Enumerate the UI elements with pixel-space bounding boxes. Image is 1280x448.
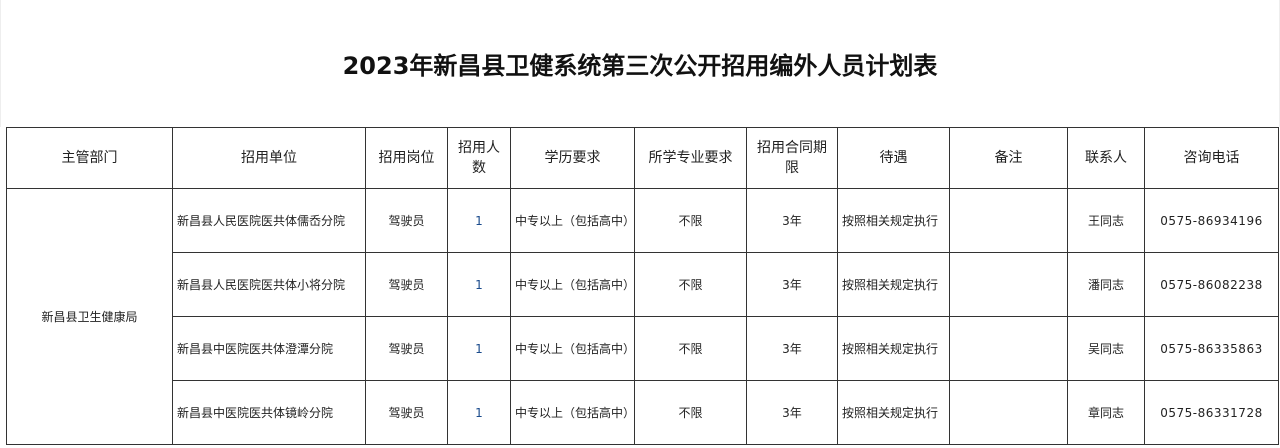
term-cell: 3年 [746, 252, 838, 317]
term-cell: 3年 [746, 380, 838, 445]
header-note: 备注 [949, 127, 1068, 189]
header-phone: 咨询电话 [1144, 127, 1279, 189]
unit-cell: 新昌县人民医院医共体儒岙分院 [172, 188, 366, 253]
header-pay: 待遇 [837, 127, 950, 189]
education-cell: 中专以上（包括高中） [510, 188, 635, 253]
count-cell: 1 [447, 380, 511, 445]
unit-cell: 新昌县人民医院医共体小将分院 [172, 252, 366, 317]
major-cell: 不限 [634, 316, 747, 381]
pay-cell: 按照相关规定执行 [837, 252, 950, 317]
education-cell: 中专以上（包括高中） [510, 316, 635, 381]
table-row: 新昌县人民医院医共体小将分院 驾驶员 1 中专以上（包括高中） 不限 3年 按照相关规定执行… [7, 252, 1279, 317]
post-cell: 驾驶员 [365, 188, 448, 253]
header-department: 主管部门 [6, 127, 173, 189]
page-title: 2023年新昌县卫健系统第三次公开招用编外人员计划表 [0, 0, 1280, 127]
education-cell: 中专以上（包括高中） [510, 252, 635, 317]
header-post: 招用岗位 [365, 127, 448, 189]
note-cell [949, 188, 1068, 253]
phone-cell: 0575-86331728 [1144, 380, 1279, 445]
post-cell: 驾驶员 [365, 252, 448, 317]
table-row: 新昌县卫生健康局 新昌县人民医院医共体儒岙分院 驾驶员 1 中专以上（包括高中） 不限 3年… [6, 188, 1279, 445]
header-term: 招用合同期限 [746, 127, 838, 189]
phone-cell: 0575-86335863 [1144, 316, 1279, 381]
header-education: 学历要求 [510, 127, 635, 189]
header-unit: 招用单位 [172, 127, 366, 189]
term-cell: 3年 [746, 188, 838, 253]
post-cell: 驾驶员 [365, 316, 448, 381]
pay-cell: 按照相关规定执行 [837, 380, 950, 445]
unit-cell: 新昌县中医院医共体镜岭分院 [172, 380, 366, 445]
major-cell: 不限 [634, 188, 747, 253]
contact-cell: 吴同志 [1067, 316, 1145, 381]
header-row: 主管部门 招用单位 招用岗位 招用人数 学历要求 所学专业要求 招用合同期限 待遇 备注 联系人咨… [6, 127, 1279, 189]
term-cell: 3年 [746, 316, 838, 381]
pay-cell: 按照相关规定执行 [837, 316, 950, 381]
count-cell: 1 [447, 188, 511, 253]
phone-cell: 0575-86082238 [1144, 252, 1279, 317]
note-cell [949, 380, 1068, 445]
header-count: 招用人数 [447, 127, 511, 189]
table-row: 新昌县中医院医共体澄潭分院 驾驶员 1 中专以上（包括高中） 不限 3年 按照相关规定执行 吴… [7, 316, 1279, 381]
major-cell: 不限 [634, 252, 747, 317]
note-cell [949, 316, 1068, 381]
pay-cell: 按照相关规定执行 [837, 188, 950, 253]
count-cell: 1 [447, 252, 511, 317]
header-major: 所学专业要求 [634, 127, 747, 189]
post-cell: 驾驶员 [365, 380, 448, 445]
recruitment-table: 主管部门 招用单位 招用岗位 招用人数 学历要求 所学专业要求 招用合同期限 待遇 备注 联系人咨… [6, 127, 1279, 445]
header-contact: 联系人 [1067, 127, 1145, 189]
education-cell: 中专以上（包括高中） [510, 380, 635, 445]
count-cell: 1 [447, 316, 511, 381]
contact-cell: 章同志 [1067, 380, 1145, 445]
contact-cell: 王同志 [1067, 188, 1145, 253]
note-cell [949, 252, 1068, 317]
table-row: 新昌县中医院医共体镜岭分院 驾驶员 1 中专以上（包括高中） 不限 3年 按照相关规定执行 章… [7, 380, 1279, 445]
phone-cell: 0575-86934196 [1144, 188, 1279, 253]
major-cell: 不限 [634, 380, 747, 445]
contact-cell: 潘同志 [1067, 252, 1145, 317]
unit-cell: 新昌县中医院医共体澄潭分院 [172, 316, 366, 381]
department-cell: 新昌县卫生健康局 [6, 188, 173, 445]
